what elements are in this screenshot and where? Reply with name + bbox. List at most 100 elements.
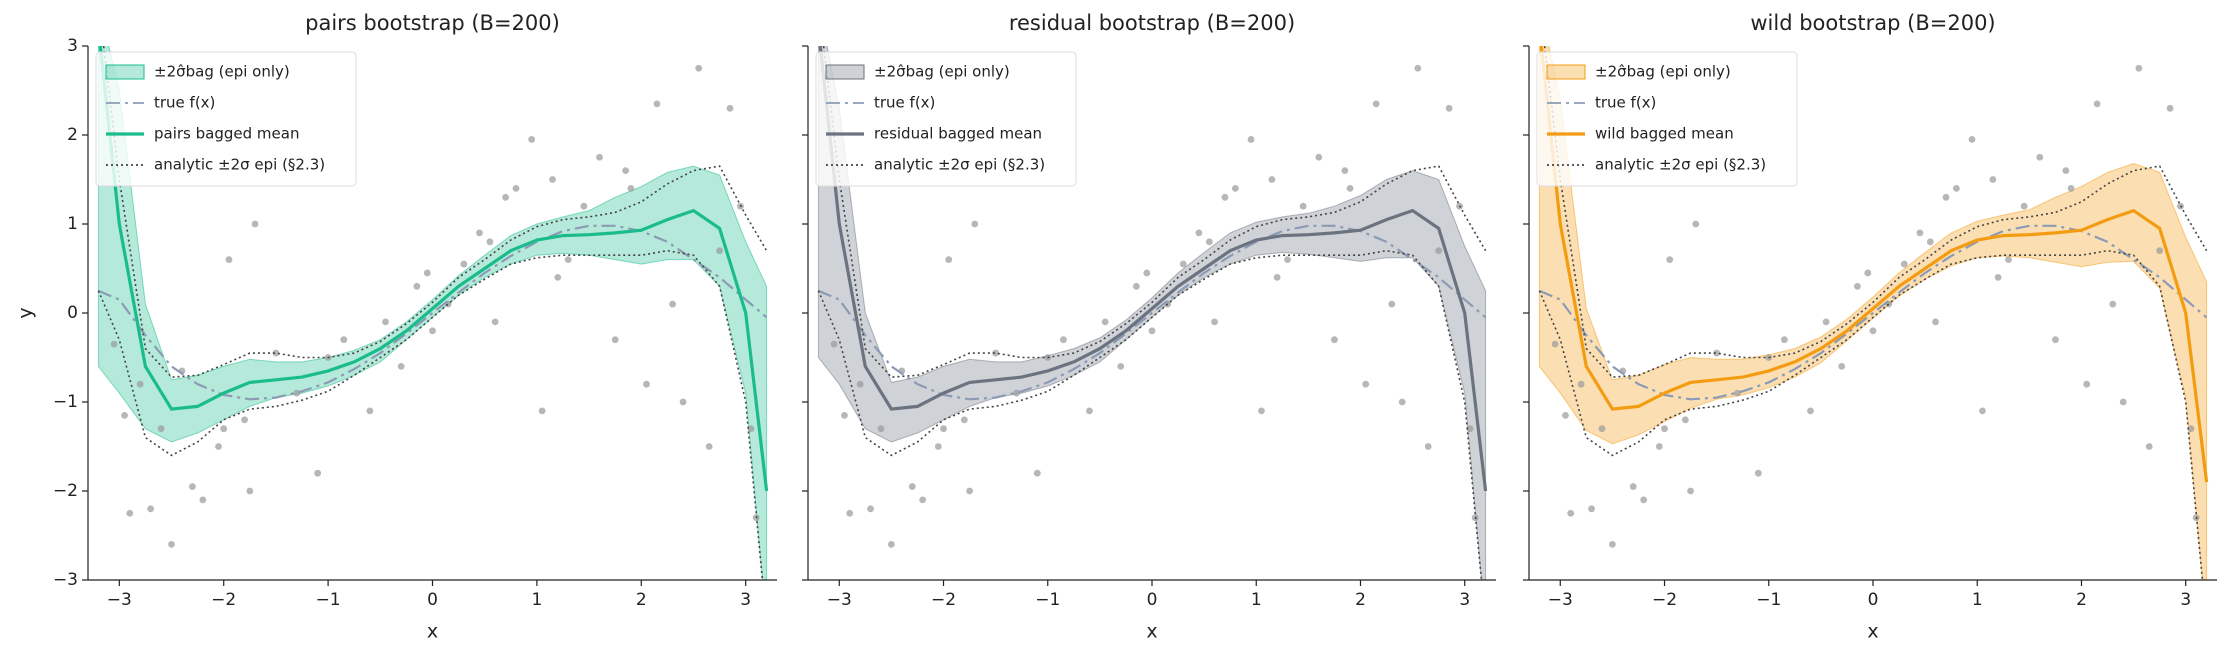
y-tick-label: 2	[67, 125, 78, 145]
legend-swatch	[825, 64, 865, 80]
data-point	[669, 300, 677, 308]
data-point	[423, 269, 431, 277]
x-tick-label: 3	[1459, 590, 1470, 610]
line	[1538, 224, 2208, 401]
x-tick-label: 2	[636, 590, 647, 610]
y-tick-label: 0	[67, 303, 78, 323]
data-point	[1315, 153, 1323, 161]
data-point	[1341, 167, 1349, 175]
data-point	[960, 416, 968, 424]
x-tick-label: 0	[1147, 590, 1158, 610]
line	[818, 46, 1488, 492]
data-point	[643, 380, 650, 388]
data-point	[1258, 407, 1265, 415]
data-point	[1211, 318, 1218, 326]
y-tick-label: −1	[53, 392, 78, 412]
data-point	[1754, 469, 1762, 477]
chart-title: residual bootstrap (B=200)	[1009, 11, 1295, 35]
data-point	[2052, 336, 2059, 344]
data-point	[611, 336, 619, 344]
data-point	[1640, 496, 1648, 504]
data-point	[1101, 318, 1109, 326]
data-point	[622, 167, 630, 175]
data-point	[121, 411, 128, 419]
line	[97, 224, 768, 401]
data-point	[2145, 443, 2153, 450]
legend-label: analytic ±2σ epi (§2.3)	[154, 156, 325, 174]
data-point	[971, 220, 979, 228]
data-point	[596, 153, 603, 161]
x-axis-label: x	[1867, 621, 1878, 643]
data-point	[476, 229, 483, 237]
data-point	[2036, 153, 2044, 161]
legend-label: true f(x)	[154, 94, 215, 112]
plot-area	[1538, 46, 2209, 580]
data-point	[653, 100, 661, 108]
x-tick-label: −3	[107, 590, 132, 610]
data-point	[1372, 100, 1380, 108]
line	[817, 224, 1487, 401]
data-point	[157, 425, 165, 433]
data-point	[397, 363, 405, 370]
legend-swatch	[1546, 64, 1586, 80]
data-point	[1195, 229, 1203, 237]
bound-line	[817, 249, 1483, 580]
data-point	[502, 193, 509, 201]
data-point	[1588, 505, 1595, 513]
panel: pairs bootstrap (B=200) x y −3 −2 −1 0 1 2 3 −3 −2 −…	[15, 11, 777, 643]
data-point	[1629, 483, 1637, 490]
data-point	[2005, 256, 2012, 263]
data-point	[1086, 407, 1093, 415]
x-axis-label: x	[427, 621, 438, 643]
data-point	[1807, 407, 1814, 415]
data-point	[1681, 416, 1689, 424]
data-point	[241, 416, 248, 424]
data-point	[2166, 104, 2174, 112]
x-tick-label: −3	[1548, 590, 1573, 610]
data-point	[340, 336, 348, 344]
data-point	[1822, 318, 1830, 326]
data-point	[512, 185, 520, 192]
data-point	[126, 509, 134, 517]
data-point	[2067, 185, 2075, 192]
data-point	[168, 541, 175, 548]
data-point	[2083, 380, 2091, 388]
data-point	[1331, 336, 1338, 344]
x-tick-label: −1	[316, 590, 341, 610]
data-point	[549, 176, 556, 183]
data-point	[1033, 469, 1041, 477]
data-point	[272, 349, 280, 357]
data-point	[919, 496, 927, 504]
data-point	[1577, 380, 1585, 388]
data-point	[110, 340, 118, 348]
data-point	[1713, 349, 1721, 357]
data-point	[679, 398, 687, 406]
data-point	[908, 483, 916, 490]
data-point	[366, 407, 374, 415]
x-tick-label: 3	[740, 590, 751, 610]
data-point	[199, 496, 207, 504]
legend-box	[95, 51, 357, 187]
data-point	[1989, 176, 1997, 183]
data-point	[695, 64, 703, 72]
data-point	[887, 541, 895, 548]
data-point	[491, 318, 499, 326]
data-point	[1414, 64, 1422, 72]
bound-line	[1543, 46, 2208, 378]
data-point	[1562, 411, 1569, 419]
data-point	[1608, 541, 1616, 548]
data-point	[1916, 229, 1924, 237]
data-point	[1687, 487, 1694, 495]
legend-label: ±2σ̂bag (epi only)	[1595, 63, 1731, 81]
data-point	[220, 425, 228, 433]
data-point	[225, 256, 233, 263]
legend-label: analytic ±2σ epi (§2.3)	[874, 156, 1045, 174]
data-point	[2020, 202, 2028, 210]
data-point	[940, 425, 947, 433]
data-point	[1551, 340, 1559, 348]
data-point	[538, 407, 546, 415]
data-point	[1059, 336, 1067, 344]
y-axis-label: y	[15, 307, 37, 318]
y-tick-label: −3	[53, 570, 78, 590]
